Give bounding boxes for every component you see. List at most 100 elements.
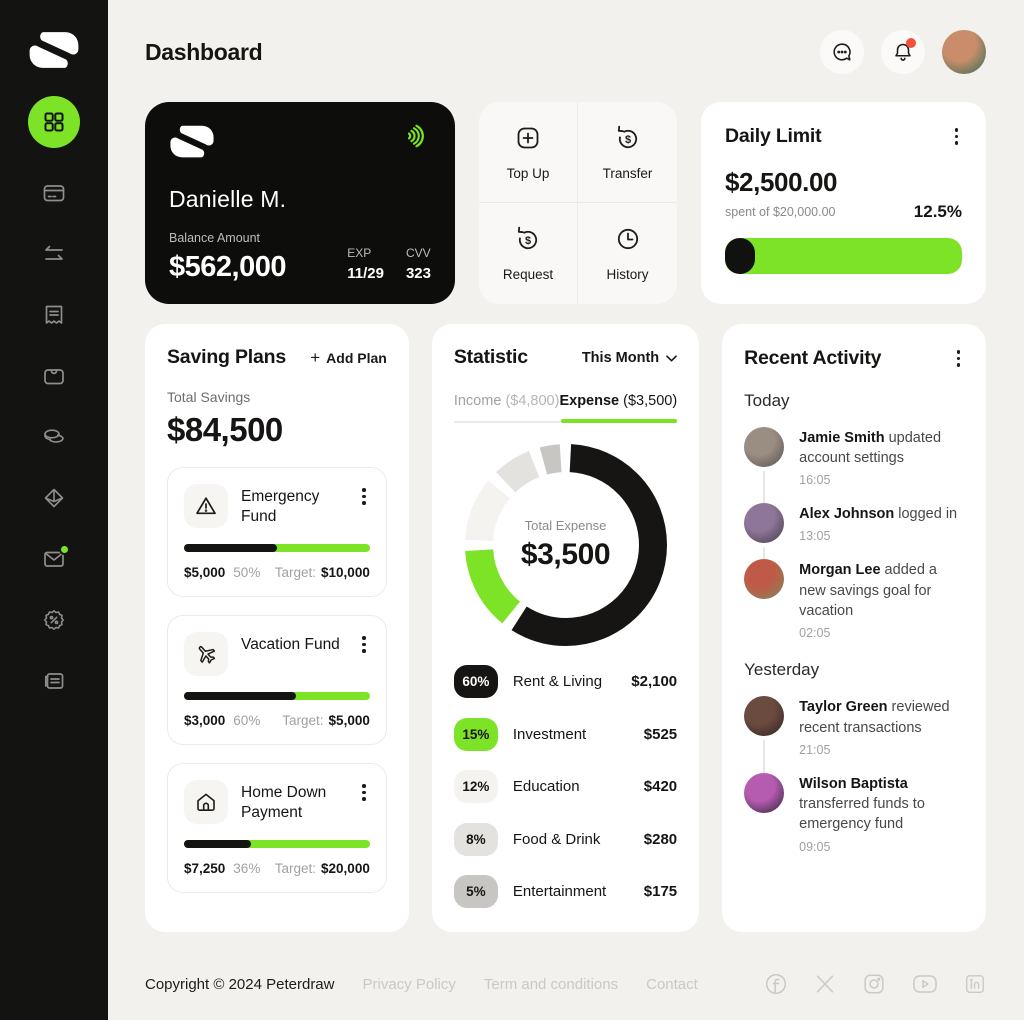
sidebar-item-rewards[interactable]: [32, 476, 76, 520]
recent-activity-title: Recent Activity: [744, 346, 882, 369]
quick-actions-panel: Top Up $ Transfer: [479, 102, 677, 304]
avatar: [744, 426, 785, 467]
activity-text: Morgan Lee added a new savings goal for …: [799, 562, 937, 619]
saving-plans-title: Saving Plans: [167, 346, 286, 368]
expense-donut-chart: Total Expense $3,500: [464, 443, 668, 647]
sidebar-item-cards[interactable]: [32, 171, 76, 215]
add-plan-button[interactable]: + Add Plan: [310, 348, 387, 368]
plan-progress-fill: [184, 544, 277, 552]
activity-item[interactable]: Morgan Lee added a new savings goal for …: [744, 559, 964, 640]
plan-progress-fill: [184, 840, 251, 848]
request-button[interactable]: $ Request: [479, 203, 578, 304]
sidebar-item-news[interactable]: [32, 659, 76, 703]
sidebar-item-savings[interactable]: [32, 415, 76, 459]
user-avatar[interactable]: [942, 30, 986, 74]
balance-label: Balance Amount: [169, 231, 261, 245]
avatar: [744, 772, 785, 813]
legend-label: Education: [512, 778, 580, 795]
income-amount: ($4,800): [505, 393, 560, 409]
plan-menu-button[interactable]: [358, 632, 370, 657]
activity-time: 13:05: [799, 529, 831, 544]
legend-row: 12% Education $420: [453, 770, 678, 803]
plan-progress-bar: [184, 840, 370, 848]
legend-label: Entertainment: [512, 883, 607, 900]
activity-item[interactable]: Taylor Green reviewed recent transaction…: [744, 696, 964, 773]
plan-saved: $7,250: [184, 861, 226, 876]
sidebar-item-wallet[interactable]: [32, 354, 76, 398]
contact-link[interactable]: Contact: [646, 975, 698, 993]
legend-label: Investment: [512, 725, 587, 743]
legend-amount: $420: [643, 778, 678, 795]
legend-row: 8% Food & Drink $280: [453, 822, 678, 856]
statistic-card: Statistic This Month Income ($4,800) E: [431, 324, 700, 932]
activity-item[interactable]: Jamie Smith updated account settings 16:…: [744, 426, 964, 503]
top-up-button[interactable]: Top Up: [479, 102, 578, 203]
daily-limit-title: Daily Limit: [725, 124, 822, 147]
receipt-icon: [42, 303, 66, 327]
svg-text:$: $: [525, 235, 531, 247]
plus-square-icon: [514, 124, 542, 157]
donut-svg: [464, 444, 667, 646]
activity-time: 16:05: [799, 473, 831, 488]
statistic-title: Statistic: [453, 346, 528, 368]
dollar-rotate-icon: $: [514, 225, 542, 258]
sidebar-item-dashboard[interactable]: [28, 96, 80, 148]
plan-vacation-fund[interactable]: Vacation Fund $3,000 60% Target: $5,000: [167, 615, 387, 745]
youtube-icon[interactable]: [912, 973, 938, 995]
period-dropdown[interactable]: This Month: [581, 349, 678, 366]
transfer-button[interactable]: $ Transfer: [578, 102, 677, 203]
activity-item[interactable]: Wilson Baptista transferred funds to eme…: [744, 772, 964, 854]
page-title: Dashboard: [145, 38, 263, 65]
envelope-icon: [42, 547, 66, 571]
plan-menu-button[interactable]: [358, 484, 370, 509]
daily-limit-card: Daily Limit $2,500.00 spent of $20,000.0…: [701, 102, 986, 304]
legend-badge: 15%: [453, 717, 498, 751]
plan-percent: 50%: [233, 565, 261, 580]
legend-row: 15% Investment $525: [453, 717, 677, 751]
recent-activity-menu-button[interactable]: [953, 346, 965, 371]
instagram-icon[interactable]: [862, 972, 886, 996]
legend-amount: $2,100: [631, 673, 678, 690]
saving-plans-card: Saving Plans + Add Plan Total Savings $8…: [145, 324, 409, 932]
chat-button[interactable]: [820, 30, 864, 74]
footer: Copyright © 2024 Peterdraw Privacy Polic…: [145, 962, 986, 1006]
tab-income[interactable]: Income ($4,800): [454, 393, 560, 409]
activity-section-yesterday: Yesterday: [744, 660, 820, 680]
plan-target: $5,000: [328, 713, 370, 728]
debit-card[interactable]: Danielle M. Balance Amount $562,000 EXP …: [145, 102, 455, 304]
period-value: This Month: [581, 349, 660, 366]
legend-badge: 12%: [453, 770, 498, 803]
plan-name: Emergency Fund: [241, 488, 320, 526]
plan-emergency-fund[interactable]: Emergency Fund $5,000 50% Target: $10,00…: [167, 467, 387, 597]
top-row: Danielle M. Balance Amount $562,000 EXP …: [145, 102, 986, 304]
legend-label: Rent & Living: [512, 673, 603, 690]
plan-percent: 60%: [233, 713, 261, 728]
privacy-policy-link[interactable]: Privacy Policy: [362, 975, 456, 993]
linkedin-icon[interactable]: [964, 973, 986, 995]
total-savings-value: $84,500: [167, 411, 283, 448]
daily-limit-spent-of: spent of $20,000.00: [725, 204, 836, 219]
sidebar: [0, 0, 108, 1020]
x-icon[interactable]: [814, 973, 836, 995]
plan-saved: $3,000: [184, 713, 226, 728]
arrows-icon: [42, 242, 66, 266]
warning-icon: [184, 484, 228, 528]
sidebar-item-offers[interactable]: [32, 598, 76, 642]
notifications-button[interactable]: [881, 30, 925, 74]
wallet-icon: [42, 364, 66, 388]
history-button[interactable]: History: [578, 203, 677, 304]
facebook-icon[interactable]: [764, 972, 788, 996]
daily-limit-menu-button[interactable]: [951, 124, 963, 149]
legend-amount: $280: [643, 830, 678, 848]
plan-menu-button[interactable]: [358, 780, 370, 805]
plan-home-down-payment[interactable]: Home Down Payment $7,250 36% Target: $20…: [167, 763, 387, 893]
sidebar-item-transfers[interactable]: [32, 232, 76, 276]
activity-item[interactable]: Alex Johnson logged in 13:05: [744, 503, 964, 560]
sidebar-item-receipts[interactable]: [32, 293, 76, 337]
sidebar-item-messages[interactable]: [32, 537, 76, 581]
tab-expense[interactable]: Expense ($3,500): [559, 393, 677, 409]
terms-link[interactable]: Term and conditions: [483, 975, 619, 993]
legend-label: Food & Drink: [512, 830, 601, 848]
legend-badge: 5%: [453, 875, 498, 908]
brand-logo: [26, 28, 82, 72]
